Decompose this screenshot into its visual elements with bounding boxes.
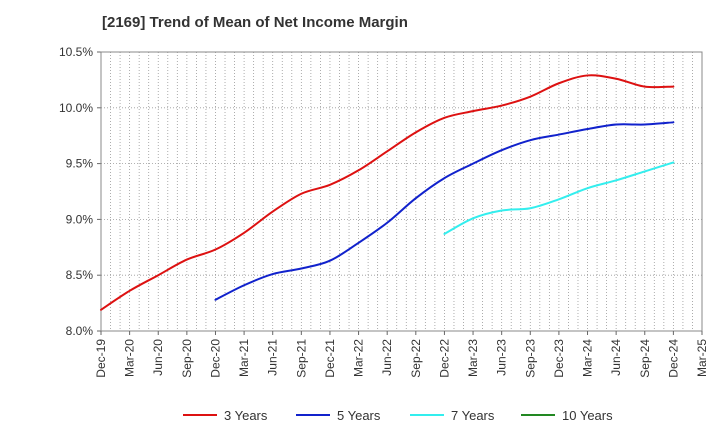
x-tick-label: Dec-24 (666, 339, 680, 378)
y-tick-label: 10.5% (59, 45, 93, 59)
x-tick-label: Dec-21 (323, 339, 337, 378)
series-line-3-years (100, 74, 675, 311)
x-tick-label: Sep-23 (523, 339, 537, 378)
y-tick-label: 9.0% (66, 212, 94, 226)
legend-label-7-years: 7 Years (451, 408, 495, 423)
legend-label-3-years: 3 Years (224, 408, 268, 423)
axes: 8.0% 8.5% 9.0% 9.5% 10.0% 10.5% Dec-19 Mar-20 Ju… (59, 45, 709, 378)
series-line-5-years (214, 121, 675, 301)
legend-label-5-years: 5 Years (337, 408, 381, 423)
x-tick-label: Jun-20 (151, 339, 165, 376)
x-tick-label: Mar-25 (695, 339, 709, 377)
chart-title: [2169] Trend of Mean of Net Income Margi… (102, 14, 408, 31)
x-tick-label: Dec-22 (437, 339, 451, 378)
legend: 3 Years 5 Years 7 Years 10 Years (183, 408, 613, 423)
x-tick-label: Mar-23 (466, 339, 480, 377)
plot-area (101, 52, 702, 331)
x-tick-label: Sep-20 (180, 339, 194, 378)
x-tick-label: Jun-21 (266, 339, 280, 376)
x-tick-label: Mar-20 (123, 339, 137, 377)
x-tick-label: Mar-21 (237, 339, 251, 377)
x-tick-label: Dec-23 (552, 339, 566, 378)
x-tick-label: Sep-22 (409, 339, 423, 378)
x-tick-label: Jun-24 (609, 339, 623, 376)
x-tick-label: Sep-21 (294, 339, 308, 378)
x-tick-label: Dec-19 (94, 339, 108, 378)
grid (101, 51, 702, 332)
series-line-7-years (443, 161, 675, 235)
y-tick-label: 10.0% (59, 101, 93, 115)
legend-label-10-years: 10 Years (562, 408, 613, 423)
x-tick-label: Jun-23 (495, 339, 509, 376)
x-tick-label: Mar-22 (352, 339, 366, 377)
y-tick-label: 8.0% (66, 324, 94, 338)
plot-border (100, 51, 703, 332)
x-tick-label: Mar-24 (581, 339, 595, 377)
x-tick-label: Dec-20 (208, 339, 222, 378)
x-tick-label: Jun-22 (380, 339, 394, 376)
y-tick-label: 9.5% (66, 157, 94, 171)
series-lines (100, 74, 675, 311)
x-tick-label: Sep-24 (638, 339, 652, 378)
y-tick-label: 8.5% (66, 268, 94, 282)
